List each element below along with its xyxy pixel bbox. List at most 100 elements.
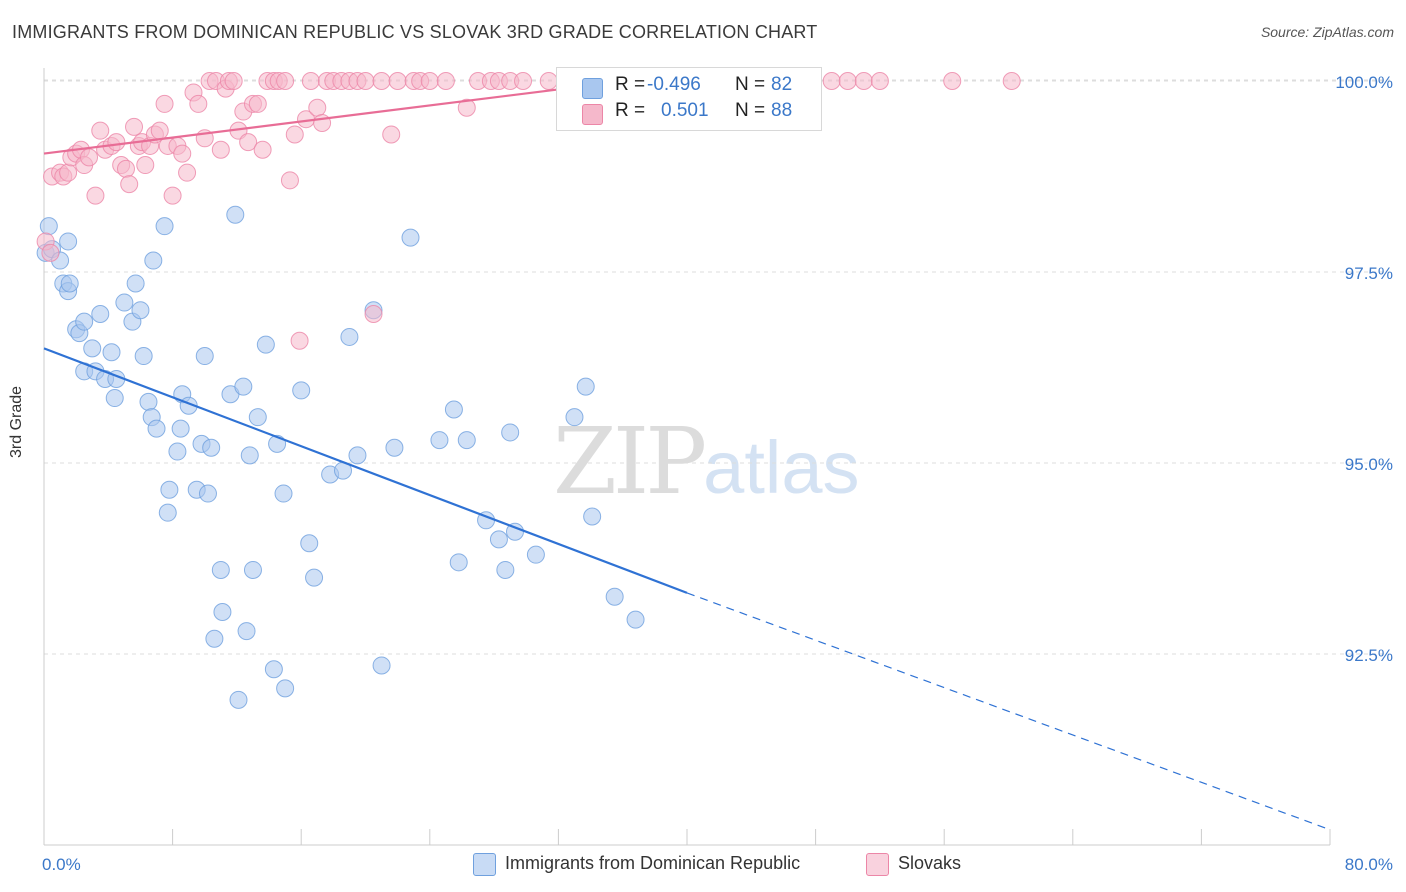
point-dominican xyxy=(195,347,214,366)
x-tick-label: 0.0% xyxy=(42,855,81,874)
legend-r-label: R = xyxy=(615,100,646,121)
tick-labels: 92.5% 95.0% 97.5% 100.0% 0.0% 80.0% xyxy=(42,73,1393,874)
point-slovak xyxy=(420,72,439,90)
point-dominican xyxy=(75,312,94,331)
point-dominican xyxy=(60,274,79,293)
point-dominican xyxy=(444,400,463,419)
point-dominican xyxy=(155,217,174,236)
point-dominican xyxy=(91,305,110,324)
legend-n-value: 88 xyxy=(771,100,793,121)
point-dominican xyxy=(213,602,232,621)
point-dominican xyxy=(305,568,324,587)
point-dominican xyxy=(226,205,245,224)
point-dominican xyxy=(126,274,145,293)
point-slovak xyxy=(107,133,126,152)
point-dominican xyxy=(292,381,311,400)
y-tick-label: 100.0% xyxy=(1335,73,1393,92)
y-tick-label: 97.5% xyxy=(1345,264,1393,283)
legend-n-label: N = xyxy=(735,74,766,95)
point-dominican xyxy=(139,392,158,411)
point-slovak xyxy=(364,305,383,324)
point-slovak xyxy=(248,94,267,113)
point-slovak xyxy=(382,125,401,144)
point-dominican xyxy=(205,629,224,648)
point-dominican xyxy=(202,438,221,457)
chart-title: IMMIGRANTS FROM DOMINICAN REPUBLIC VS SL… xyxy=(12,22,818,42)
point-slovak xyxy=(224,72,243,90)
point-dominican xyxy=(115,293,134,312)
legend-n-value: 82 xyxy=(771,74,793,95)
y-tick-label: 92.5% xyxy=(1345,646,1393,665)
point-slovak xyxy=(116,159,135,178)
point-slovak xyxy=(189,94,208,113)
point-dominican xyxy=(565,408,584,427)
point-slovak xyxy=(125,117,144,136)
x-tick-label: 80.0% xyxy=(1345,855,1393,874)
legend-n-label: N = xyxy=(735,100,766,121)
point-dominican xyxy=(256,335,275,354)
point-slovak xyxy=(41,243,60,262)
point-slovak xyxy=(514,72,533,90)
point-dominican xyxy=(248,408,267,427)
point-slovak xyxy=(285,125,304,144)
legend-swatch-blue xyxy=(582,78,603,99)
series-label-slovaks: Slovaks xyxy=(898,853,962,873)
point-slovak xyxy=(356,72,375,90)
point-dominican xyxy=(401,228,420,247)
point-slovak xyxy=(436,72,455,90)
point-dominican xyxy=(134,347,153,366)
point-dominican xyxy=(168,442,187,461)
point-slovak xyxy=(822,72,841,90)
point-slovak xyxy=(457,98,476,117)
point-slovak xyxy=(239,133,258,152)
point-dominican xyxy=(583,507,602,526)
point-dominican xyxy=(234,377,253,396)
point-slovak xyxy=(80,148,99,167)
watermark: ZIPatlas xyxy=(553,408,859,515)
point-dominican xyxy=(229,690,248,709)
point-dominican xyxy=(131,301,150,320)
point-dominican xyxy=(243,560,262,579)
point-slovak xyxy=(91,121,110,140)
point-dominican xyxy=(39,217,58,236)
legend-r-value: 0.501 xyxy=(661,100,709,121)
point-dominican xyxy=(144,251,163,270)
point-dominican xyxy=(489,530,508,549)
legend-r-value: -0.496 xyxy=(647,74,701,95)
trend-lines xyxy=(43,72,1331,831)
point-slovak xyxy=(253,140,272,159)
point-slovak xyxy=(178,163,197,182)
series-swatch-pink xyxy=(866,853,889,876)
point-dominican xyxy=(385,438,404,457)
point-slovak xyxy=(301,72,320,90)
point-slovak xyxy=(838,72,857,90)
data-points xyxy=(36,72,1021,709)
point-slovak xyxy=(290,331,309,350)
point-dominican xyxy=(605,587,624,606)
point-slovak xyxy=(120,175,139,194)
trend-line-dominican xyxy=(43,347,688,594)
point-slovak xyxy=(870,72,889,90)
point-slovak xyxy=(211,140,230,159)
point-dominican xyxy=(449,553,468,572)
point-slovak xyxy=(59,163,78,182)
point-dominican xyxy=(457,431,476,450)
point-dominican xyxy=(340,327,359,346)
point-dominican xyxy=(300,534,319,553)
point-dominican xyxy=(160,480,179,499)
point-slovak xyxy=(388,72,407,90)
watermark-atlas: atlas xyxy=(703,426,860,509)
point-dominican xyxy=(237,622,256,641)
series-label-dominican: Immigrants from Dominican Republic xyxy=(505,853,801,873)
point-dominican xyxy=(198,484,217,503)
series-legend: Immigrants from Dominican Republic Slova… xyxy=(0,852,1406,878)
watermark-zip: ZIP xyxy=(553,408,707,515)
point-dominican xyxy=(105,389,124,408)
point-slovak xyxy=(163,186,182,205)
point-dominican xyxy=(372,656,391,675)
point-slovak xyxy=(86,186,105,205)
point-slovak xyxy=(155,94,174,113)
point-dominican xyxy=(147,419,166,438)
point-dominican xyxy=(171,419,190,438)
trend-line-dominican-extension xyxy=(686,592,1331,831)
